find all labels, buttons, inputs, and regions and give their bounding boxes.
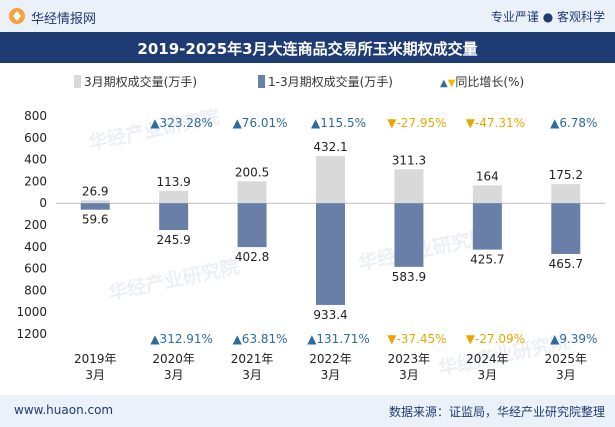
legend-swatch-cumulative [258,75,265,88]
down-triangle-icon: ▼ [447,78,456,89]
bar-march [237,181,267,204]
bar-cumulative [394,203,424,267]
y-tick-label: 600 [24,131,47,145]
data-label-cumulative: 59.6 [82,213,109,227]
growth-label-cumulative: ▲63.81% [233,332,288,346]
growth-label-march: ▲6.78% [550,116,597,130]
x-tick-label: 3月 [321,368,341,382]
y-tick-label: 0 [39,196,47,210]
growth-label-cumulative: ▼-37.45% [387,332,446,346]
x-tick-label: 3月 [242,368,262,382]
x-tick-label: 3月 [85,368,105,382]
x-tick-label: 3月 [399,368,419,382]
y-tick-label: 800 [24,109,47,123]
growth-label-cumulative: ▲9.39% [550,332,597,346]
y-tick-label: 400 [24,153,47,167]
footer: www.huaon.com 数据来源：证监局，华经产业研究院整理 [0,395,615,427]
title-bar: 2019-2025年3月大连商品交易所玉米期权成交量 [0,32,615,63]
data-label-march: 26.9 [82,184,109,198]
data-label-cumulative: 933.4 [313,308,347,322]
growth-label-cumulative: ▼-27.09% [466,332,525,346]
tagline: 专业严谨 ● 客观科学 [490,10,605,24]
x-tick-label: 2024年 [466,352,509,366]
watermark-text: 华经产业研究院 [356,225,491,275]
x-tick-label: 2022年 [309,352,352,366]
y-tick-label: 1000 [16,305,47,319]
growth-label-march: ▲76.01% [233,116,288,130]
data-label-cumulative: 425.7 [470,253,504,267]
bar-cumulative [316,203,345,305]
bar-march [551,184,581,204]
x-tick-label: 2019年 [74,352,117,366]
x-tick-label: 2025年 [545,352,588,366]
bar-march [159,190,189,204]
footer-website: www.huaon.com [14,403,114,417]
data-label-march: 200.5 [235,165,269,179]
x-tick-label: 3月 [478,368,498,382]
bar-march [316,156,345,204]
data-label-cumulative: 245.9 [156,233,190,247]
y-tick-label: 800 [24,283,47,297]
y-tick-label: 200 [24,218,47,232]
data-label-march: 113.9 [156,175,190,189]
bar-march [394,169,424,204]
bar-cumulative [237,203,267,248]
legend-label-cumulative: 1-3月期权成交量(万手) [268,75,393,89]
y-tick-label: 600 [24,262,47,276]
data-label-cumulative: 465.7 [549,257,583,271]
x-tick-label: 2021年 [231,352,274,366]
growth-label-march: ▲323.28% [150,116,213,130]
data-label-cumulative: 402.8 [235,250,269,264]
y-tick-label: 200 [24,174,47,188]
legend-swatch-march [74,75,81,88]
data-label-march: 175.2 [549,168,583,182]
growth-label-march: ▲115.5% [311,116,366,130]
brand-logo-icon [9,8,25,24]
legend-item-march: 3月期权成交量(万手) [74,73,197,90]
legend-item-cumulative: 1-3月期权成交量(万手) [258,73,393,90]
x-tick-label: 2023年 [388,352,431,366]
x-tick-label: 3月 [164,368,184,382]
legend-label-growth: 同比增长(%) [455,75,525,89]
x-tick-label: 3月 [556,368,576,382]
bar-march [80,200,110,204]
x-tick-label: 2020年 [152,352,195,366]
watermark-text: 华经产业研究院 [106,255,241,305]
legend-item-growth: ▲▼同比增长(%) [440,73,524,90]
bar-cumulative [472,203,502,250]
legend-label-march: 3月期权成交量(万手) [84,75,197,89]
bar-march [472,185,502,204]
y-tick-label: 400 [24,240,47,254]
data-label-march: 432.1 [313,140,347,154]
data-label-march: 164 [476,169,499,183]
legend: 3月期权成交量(万手) 1-3月期权成交量(万手) ▲▼同比增长(%) [0,73,615,93]
bar-cumulative [551,203,581,254]
growth-label-march: ▼-47.31% [466,116,525,130]
top-header: 华经情报网 专业严谨 ● 客观科学 [0,0,615,32]
bar-cumulative [159,203,189,231]
data-label-cumulative: 583.9 [392,270,426,284]
bar-cumulative [80,203,110,210]
growth-label-march: ▼-27.95% [387,116,446,130]
chart-title: 2019-2025年3月大连商品交易所玉米期权成交量 [137,40,478,58]
growth-label-cumulative: ▲312.91% [150,332,213,346]
growth-label-cumulative: ▲131.71% [307,332,370,346]
y-tick-label: 1200 [16,327,47,341]
data-label-march: 311.3 [392,153,426,167]
brand-name: 华经情报网 [31,12,97,27]
footer-source: 数据来源：证监局，华经产业研究院整理 [388,405,605,419]
up-triangle-icon: ▲ [440,78,448,89]
